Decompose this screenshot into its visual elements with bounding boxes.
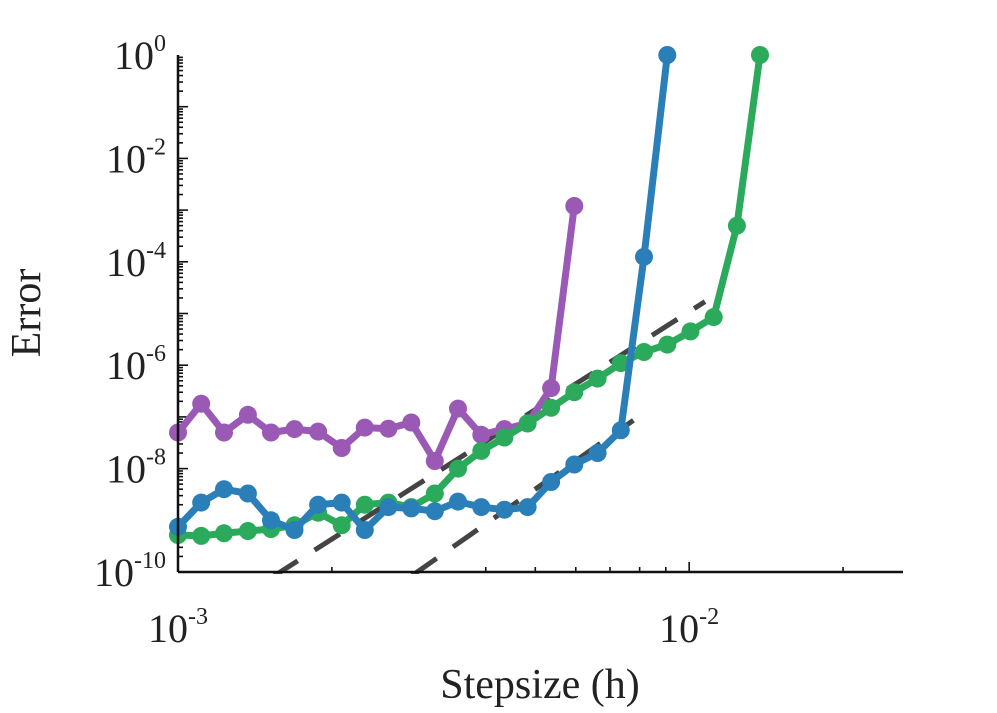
y-tick-label: 10-10 <box>94 548 166 595</box>
data-point <box>309 422 328 441</box>
data-point <box>751 46 769 64</box>
data-point <box>215 524 233 543</box>
x-tick-label: 10-2 <box>659 604 719 651</box>
data-point <box>238 405 257 424</box>
data-point <box>495 428 514 447</box>
data-point <box>565 197 584 215</box>
y-tick-labels: 10-10 10-8 10-6 10-4 10-2 100 <box>94 31 166 595</box>
data-point <box>472 441 491 460</box>
data-point <box>704 308 723 327</box>
data-point <box>449 459 467 478</box>
data-point <box>542 473 561 491</box>
axes-frame <box>176 55 903 574</box>
data-point <box>332 439 351 457</box>
x-tick-label: 10-3 <box>148 604 208 651</box>
data-point <box>542 398 561 417</box>
data-point <box>588 444 607 462</box>
data-point <box>215 480 233 499</box>
data-point <box>332 493 351 512</box>
data-point <box>285 521 304 539</box>
data-point <box>238 522 257 540</box>
data-point <box>658 335 677 354</box>
x-tick-labels: 10-3 10-2 <box>148 604 719 651</box>
data-point <box>355 521 374 539</box>
data-point <box>565 455 584 474</box>
data-point <box>588 369 607 388</box>
data-point <box>472 425 491 444</box>
data-point <box>332 516 351 535</box>
data-point <box>518 414 537 433</box>
data-point <box>402 413 421 432</box>
y-tick-label: 10-2 <box>106 134 166 181</box>
data-point <box>192 394 211 413</box>
y-tick-label: 10-6 <box>106 341 166 388</box>
data-point <box>495 500 514 519</box>
data-point <box>611 354 630 373</box>
data-point <box>192 493 211 512</box>
data-point <box>379 498 398 517</box>
data-point <box>355 418 374 437</box>
data-point <box>402 499 421 518</box>
data-point <box>425 452 444 470</box>
y-tick-label: 100 <box>114 31 166 78</box>
data-point <box>635 247 653 266</box>
series-layer <box>169 46 769 574</box>
data-point <box>425 484 444 503</box>
data-point <box>611 421 630 440</box>
x-axis-label: Stepsize (h) <box>440 662 639 708</box>
data-point <box>472 498 491 517</box>
data-point <box>309 495 328 514</box>
data-point <box>518 498 537 517</box>
data-point <box>262 511 280 530</box>
y-tick-label: 10-8 <box>106 445 166 492</box>
data-point <box>449 399 467 418</box>
data-point <box>238 484 257 503</box>
data-point <box>425 502 444 521</box>
data-point <box>565 383 584 402</box>
data-point <box>635 343 653 361</box>
series-blue <box>169 46 677 539</box>
data-point <box>262 423 280 442</box>
data-point <box>449 492 467 511</box>
series-line-blue <box>178 53 671 534</box>
data-point <box>355 495 374 514</box>
data-point <box>658 46 677 64</box>
data-point <box>285 420 304 439</box>
y-axis-label: Error <box>4 269 50 358</box>
data-point <box>542 379 561 398</box>
data-point <box>192 526 211 545</box>
data-point <box>727 216 746 235</box>
y-tick-label: 10-4 <box>106 238 166 285</box>
data-point <box>681 322 700 341</box>
data-point <box>215 423 233 442</box>
data-point <box>379 419 398 438</box>
